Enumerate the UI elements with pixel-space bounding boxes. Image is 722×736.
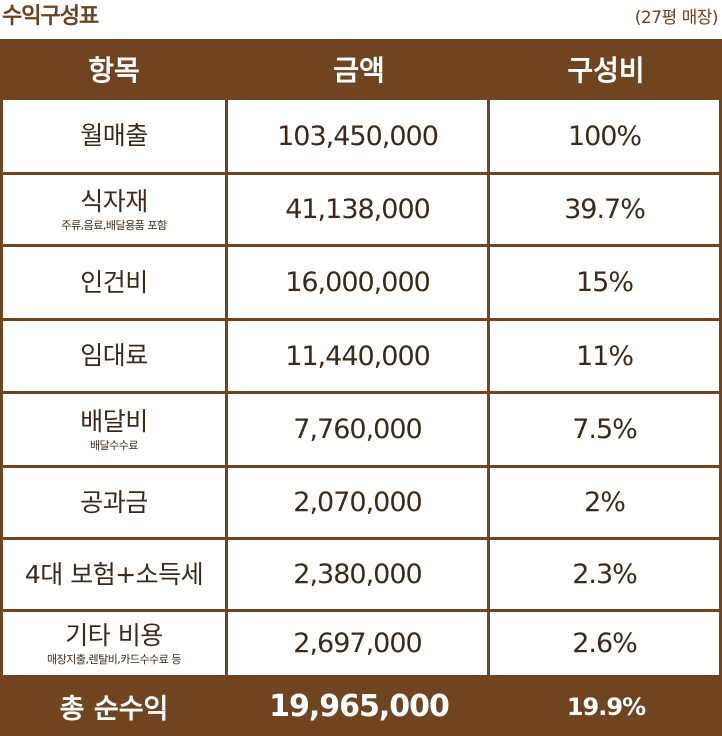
- item-cell: 임대료: [3, 321, 225, 391]
- amount-value: 11,440,000: [285, 340, 431, 372]
- ratio-value: 100%: [567, 120, 642, 152]
- item-label: 임대료: [80, 341, 148, 370]
- total-label: 총 순수익: [59, 694, 169, 725]
- table-row: 임대료 11,440,000 11%: [0, 321, 722, 391]
- amount-value: 16,000,000: [285, 267, 431, 298]
- item-label: 인건비: [80, 267, 148, 297]
- ratio-cell: 39.7%: [490, 175, 719, 244]
- ratio-value: 2%: [584, 487, 626, 518]
- amount-cell: 2,380,000: [228, 540, 487, 609]
- ratio-cell: 2.3%: [490, 540, 719, 609]
- amount-value: 2,070,000: [293, 487, 422, 518]
- amount-cell: 7,760,000: [228, 394, 487, 465]
- item-label: 4대 보험+소득세: [24, 559, 204, 589]
- item-label: 배달비: [80, 406, 148, 436]
- ratio-cell: 100%: [490, 100, 719, 172]
- amount-cell: 41,138,000: [228, 175, 487, 244]
- table-row: 4대 보험+소득세 2,380,000 2.3%: [0, 540, 722, 609]
- item-cell: 인건비: [3, 247, 225, 318]
- header-amount: 금액: [333, 53, 385, 87]
- table-row: 공과금 2,070,000 2%: [0, 468, 722, 537]
- item-note: 주류,음료,배달용품 포함: [61, 218, 167, 232]
- ratio-cell: 2.6%: [490, 612, 719, 675]
- item-label: 공과금: [80, 487, 148, 517]
- header-ratio: 구성비: [567, 53, 645, 87]
- table-row: 월매출 103,450,000 100%: [0, 100, 722, 172]
- amount-value: 7,760,000: [293, 414, 422, 445]
- total-ratio: 19.9%: [566, 692, 646, 721]
- ratio-value: 2.6%: [572, 628, 638, 659]
- ratio-value: 15%: [575, 267, 634, 298]
- table-header: 항목 금액 구성비: [0, 39, 722, 98]
- ratio-cell: 2%: [490, 468, 719, 537]
- item-label: 월매출: [80, 121, 148, 150]
- amount-value: 41,138,000: [285, 194, 431, 225]
- store-size-note: (27평 매장): [634, 8, 719, 28]
- amount-cell: 11,440,000: [228, 321, 487, 391]
- header-item: 항목: [88, 53, 140, 87]
- amount-cell: 2,070,000: [228, 468, 487, 537]
- amount-value: 2,697,000: [293, 628, 422, 659]
- amount-cell: 2,697,000: [228, 612, 487, 675]
- item-label: 기타 비용: [65, 620, 163, 650]
- item-note: 배달수수료: [89, 438, 139, 452]
- ratio-value: 7.5%: [572, 414, 638, 445]
- item-cell: 공과금: [3, 468, 225, 537]
- amount-cell: 103,450,000: [228, 100, 487, 172]
- item-label: 식자재: [80, 186, 148, 216]
- amount-value: 2,380,000: [293, 559, 422, 590]
- total-amount: 19,965,000: [269, 689, 450, 724]
- item-cell: 4대 보험+소득세: [3, 540, 225, 609]
- table-row: 인건비 16,000,000 15%: [0, 247, 722, 318]
- ratio-cell: 11%: [490, 321, 719, 391]
- ratio-cell: 7.5%: [490, 394, 719, 465]
- ratio-cell: 15%: [490, 247, 719, 318]
- amount-value: 103,450,000: [277, 120, 439, 152]
- ratio-value: 39.7%: [564, 194, 646, 225]
- ratio-value: 2.3%: [572, 559, 638, 590]
- ratio-value: 11%: [575, 340, 634, 372]
- table-footer-total: 총 순수익 19,965,000 19.9%: [0, 677, 722, 736]
- page-title: 수익구성표: [2, 4, 99, 29]
- item-note: 매장지출,렌탈비,카드수수료 등: [46, 652, 182, 666]
- amount-cell: 16,000,000: [228, 247, 487, 318]
- item-cell: 월매출: [3, 100, 225, 172]
